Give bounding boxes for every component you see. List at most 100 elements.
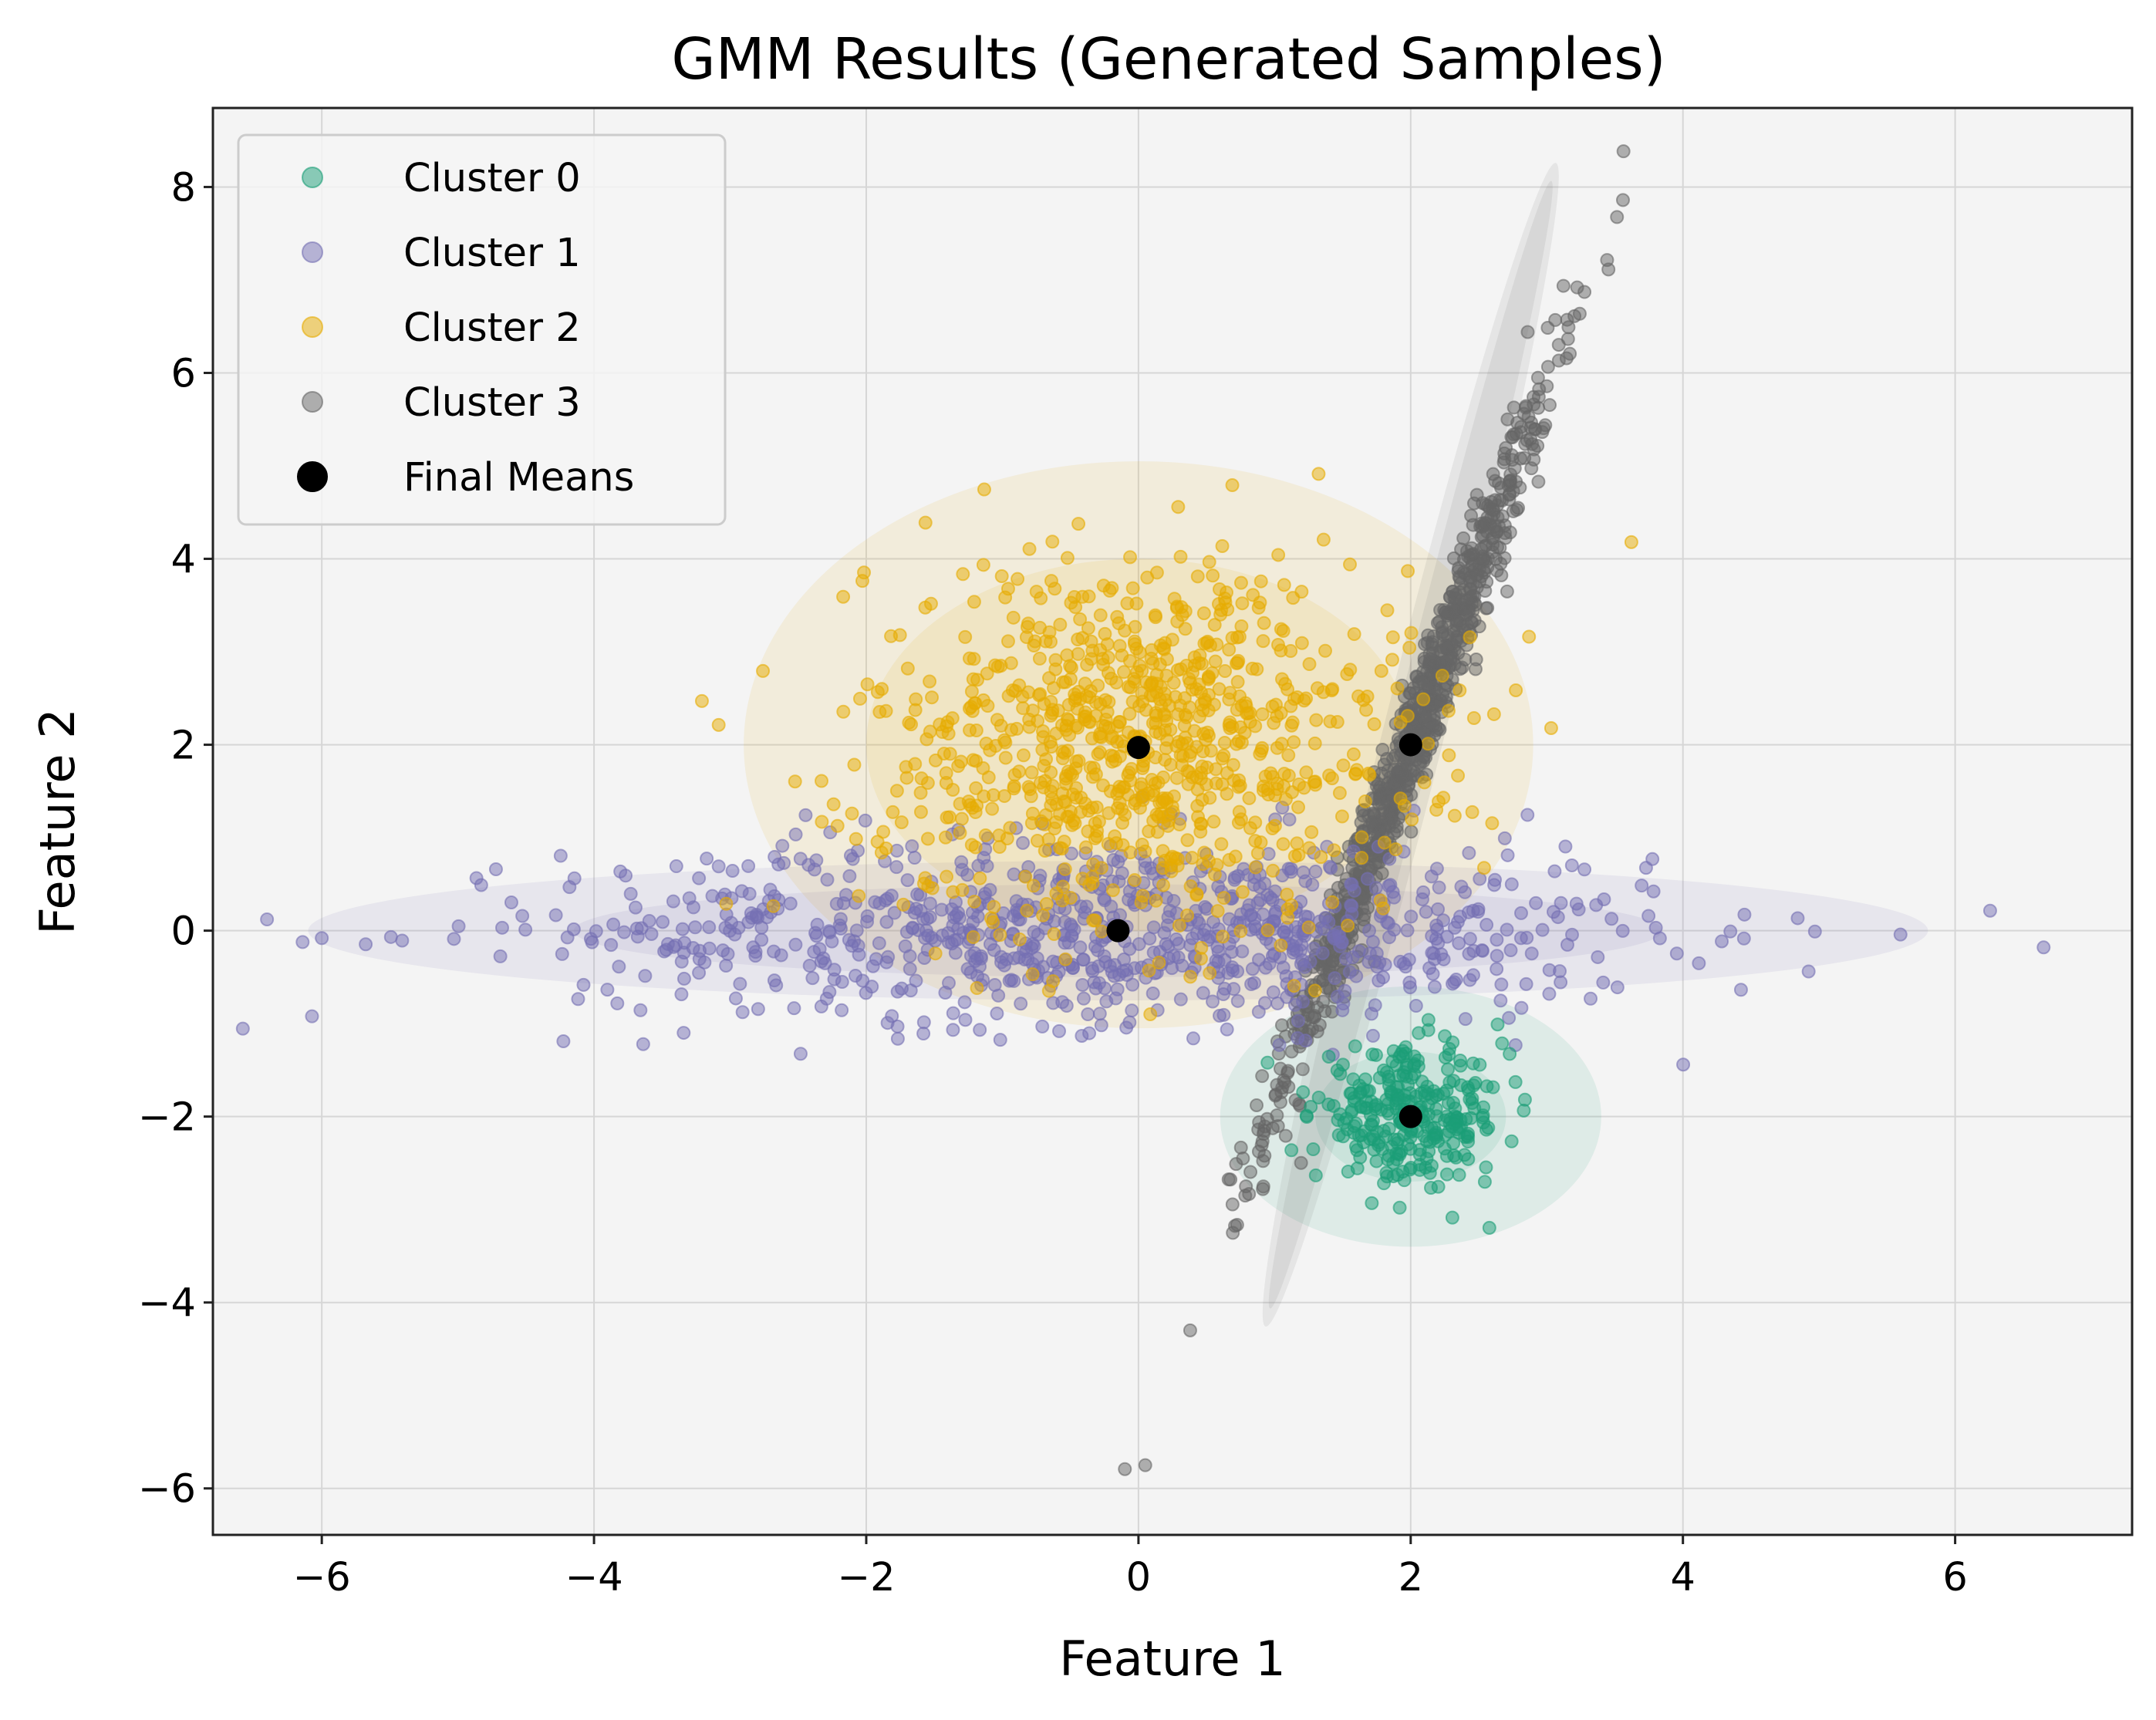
cluster-3-point <box>1434 693 1449 708</box>
cluster-1-point <box>1519 976 1533 991</box>
cluster-2-point <box>1039 897 1054 912</box>
cluster-2-point <box>847 757 862 772</box>
cluster-1-point <box>997 958 1012 973</box>
cluster-2-point <box>1053 841 1068 855</box>
cluster-2-point <box>1089 800 1104 814</box>
cluster-1-point <box>1646 884 1661 899</box>
cluster-2-point <box>1287 735 1301 750</box>
x-tick-label: −2 <box>837 1555 895 1600</box>
cluster-2-point <box>1343 557 1358 572</box>
cluster-1-point <box>802 959 817 973</box>
cluster-1-point <box>560 930 575 945</box>
cluster-2-point <box>1230 675 1245 690</box>
cluster-1-point <box>1298 1034 1313 1048</box>
cluster-2-point <box>1466 710 1481 725</box>
cluster-2-point <box>1362 767 1377 782</box>
cluster-2-point <box>1376 901 1391 916</box>
cluster-1-point <box>562 880 577 895</box>
cluster-1-point <box>1436 952 1451 966</box>
cluster-2-point <box>1248 860 1263 875</box>
cluster-1-point <box>1372 973 1386 988</box>
cluster-2-point <box>1287 979 1301 993</box>
cluster-2-point <box>1105 581 1119 595</box>
cluster-2-point <box>1143 1007 1158 1021</box>
cluster-1-point <box>676 1026 691 1040</box>
cluster-2-point <box>1020 619 1034 634</box>
cluster-1-point <box>1514 1000 1529 1015</box>
cluster-1-point <box>1198 899 1213 914</box>
cluster-2-point <box>1027 634 1042 649</box>
cluster-2-point <box>1152 657 1167 672</box>
cluster-1-point <box>944 902 959 916</box>
cluster-2-point <box>1327 843 1341 858</box>
cluster-1-point <box>1291 1013 1305 1028</box>
cluster-2-point <box>1251 600 1266 615</box>
cluster-1-point <box>1610 980 1625 995</box>
cluster-2-point <box>1264 766 1278 781</box>
cluster-2-point <box>920 776 935 791</box>
cluster-2-point <box>992 828 1007 843</box>
cluster-1-point <box>987 943 1001 957</box>
cluster-1-point <box>751 1002 765 1017</box>
cluster-2-point <box>1231 780 1246 794</box>
legend-label: Cluster 0 <box>403 156 581 201</box>
cluster-2-point <box>1260 782 1275 797</box>
cluster-1-point <box>636 1037 650 1051</box>
cluster-2-point <box>900 661 915 676</box>
cluster-1-point <box>1402 975 1417 990</box>
cluster-2-point <box>964 838 979 852</box>
cluster-2-point <box>1156 791 1170 806</box>
cluster-1-point <box>447 932 461 946</box>
cluster-3-point <box>1250 1098 1264 1112</box>
cluster-1-point <box>769 978 784 993</box>
legend-label: Cluster 1 <box>403 231 581 276</box>
cluster-2-point <box>1269 697 1284 712</box>
cluster-3-point <box>1521 410 1536 424</box>
cluster-2-point <box>958 629 973 644</box>
cluster-1-point <box>1497 831 1512 845</box>
cluster-3-point <box>1256 1182 1270 1196</box>
cluster-2-point <box>1032 651 1047 666</box>
cluster-0-point <box>1426 1131 1441 1146</box>
cluster-2-point <box>1287 692 1301 707</box>
legend-marker <box>297 461 328 492</box>
cluster-2-point <box>1277 767 1291 781</box>
cluster-2-point <box>1141 786 1156 801</box>
cluster-3-point <box>1527 452 1541 467</box>
cluster-2-point <box>1177 691 1192 706</box>
cluster-1-point <box>305 1009 319 1024</box>
cluster-1-point <box>1235 944 1250 959</box>
cluster-2-point <box>985 801 1000 816</box>
cluster-1-point <box>1342 965 1357 980</box>
cluster-1-point <box>1554 895 1568 910</box>
cluster-1-point <box>1463 973 1477 987</box>
cluster-2-point <box>1447 808 1462 823</box>
cluster-1-point <box>1267 884 1282 899</box>
cluster-1-point <box>1737 907 1752 922</box>
cluster-1-point <box>793 852 808 866</box>
cluster-3-point <box>1500 412 1515 427</box>
cluster-2-point <box>970 981 984 996</box>
cluster-2-point <box>1463 630 1477 645</box>
cluster-3-point <box>1494 568 1509 582</box>
cluster-2-point <box>1216 891 1231 906</box>
cluster-2-point <box>836 589 851 604</box>
cluster-0-point <box>1391 1091 1405 1106</box>
cluster-1-point <box>1488 872 1503 887</box>
cluster-1-point <box>1500 848 1515 862</box>
cluster-1-point <box>1447 920 1462 935</box>
cluster-2-point <box>1157 686 1172 701</box>
cluster-3-point <box>1256 1154 1270 1169</box>
cluster-0-point <box>1409 1089 1423 1104</box>
cluster-1-point <box>1493 993 1508 1008</box>
cluster-2-point <box>978 828 993 842</box>
cluster-3-point <box>1497 452 1512 467</box>
cluster-1-point <box>1404 909 1419 924</box>
cluster-1-point <box>1081 1007 1095 1022</box>
cluster-0-point <box>1446 1136 1461 1151</box>
cluster-3-point <box>1507 400 1521 415</box>
cluster-1-point <box>1733 983 1748 997</box>
cluster-1-point <box>872 936 886 950</box>
cluster-3-point <box>1560 332 1575 346</box>
cluster-1-point <box>851 939 865 953</box>
